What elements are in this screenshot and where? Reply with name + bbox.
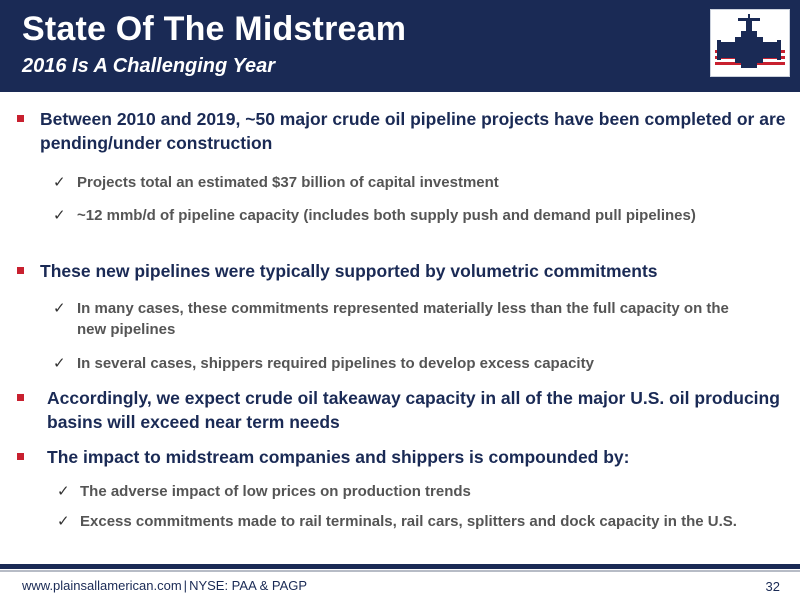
checkmark-icon: ✓ <box>53 354 66 372</box>
checkmark-icon: ✓ <box>53 173 66 191</box>
footer-text: www.plainsallamerican.com | NYSE: PAA & PA… <box>22 578 307 593</box>
footer-divider-thin <box>0 570 800 572</box>
footer-ticker: NYSE: PAA & PAGP <box>189 578 308 593</box>
sub-bullet-text: The adverse impact of low prices on prod… <box>80 483 471 500</box>
bullet-text: Between 2010 and 2019, ~50 major crude o… <box>40 109 786 153</box>
square-bullet-icon <box>17 267 24 274</box>
square-bullet-icon <box>17 115 24 122</box>
checkmark-icon: ✓ <box>57 512 70 530</box>
footer-divider <box>0 564 800 569</box>
slide-subtitle: 2016 Is A Challenging Year <box>22 55 276 77</box>
slide-title: State Of The Midstream <box>22 10 407 48</box>
valve-logo-icon <box>710 9 790 77</box>
bullet-text: These new pipelines were typically suppo… <box>40 261 658 281</box>
bullet-text: The impact to midstream companies and sh… <box>47 447 630 467</box>
checkmark-icon: ✓ <box>57 482 70 500</box>
footer-website-link[interactable]: www.plainsallamerican.com <box>22 578 182 593</box>
bullet-text: Accordingly, we expect crude oil takeawa… <box>47 388 780 432</box>
slide-header: State Of The Midstream 2016 Is A Challen… <box>0 0 800 92</box>
checkmark-icon: ✓ <box>53 206 66 224</box>
checkmark-icon: ✓ <box>53 299 66 317</box>
sub-bullet-text: In several cases, shippers required pipe… <box>77 355 594 372</box>
square-bullet-icon <box>17 453 24 460</box>
sub-bullet-text: ~12 mmb/d of pipeline capacity (includes… <box>77 207 696 224</box>
sub-bullet-text: In many cases, these commitments represe… <box>77 300 729 338</box>
sub-bullet-text: Excess commitments made to rail terminal… <box>80 513 737 530</box>
sub-bullet-text: Projects total an estimated $37 billion … <box>77 174 499 191</box>
footer-separator: | <box>183 578 188 593</box>
page-number: 32 <box>765 579 780 594</box>
square-bullet-icon <box>17 394 24 401</box>
